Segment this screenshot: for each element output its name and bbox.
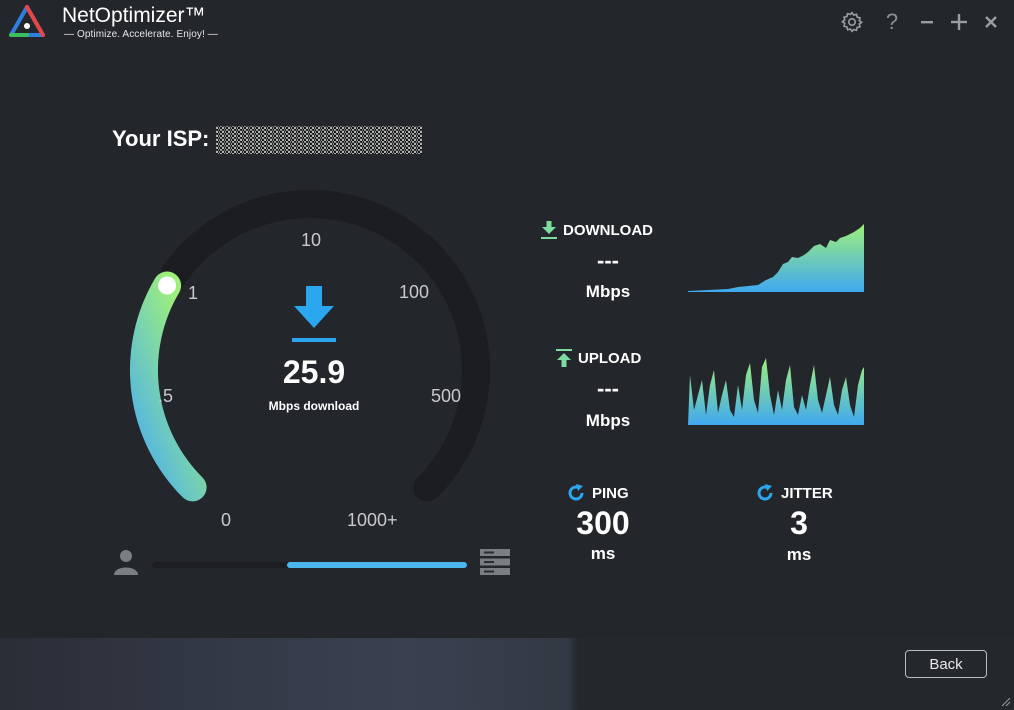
gauge-speed-value: 25.9 [282,354,346,390]
connection-progress-fill [287,562,467,568]
gauge-speed-unit: Mbps download [268,399,360,413]
background-image-strip [0,638,1014,710]
gear-icon [841,11,863,33]
resize-grip-icon[interactable] [1001,697,1011,707]
plus-icon [951,14,967,30]
gauge-tick-1: 1 [188,283,199,303]
ping-value: 300 [576,505,630,541]
app-tagline: — Optimize. Accelerate. Enjoy! — [64,29,218,40]
download-title-label: DOWNLOAD [563,221,653,239]
upload-value: --- [597,376,619,401]
ping-title: PING [566,483,629,503]
gauge-tick-100: 100 [399,282,430,302]
upload-title: UPLOAD [556,349,641,367]
gauge-tick-1000: 1000+ [347,510,398,530]
settings-button[interactable] [838,10,866,34]
jitter-title-label: JITTER [781,484,833,502]
jitter-unit: ms [786,545,812,564]
server-icon [480,549,510,575]
gauge-fill [130,271,207,502]
app-name: NetOptimizer™ [62,4,206,27]
jitter-value: 3 [790,505,808,541]
x-icon [985,16,997,28]
maximize-button[interactable] [947,10,971,34]
download-value: --- [597,248,619,273]
ping-title-label: PING [592,484,629,502]
gauge-knob [158,276,177,295]
upload-small-icon [556,349,572,367]
upload-unit: Mbps [585,411,631,430]
upload-sparkline [688,358,864,425]
app-logo-icon [9,5,45,37]
refresh-icon [757,484,773,501]
download-arrow-icon [292,286,336,342]
download-unit: Mbps [585,282,631,301]
upload-title-label: UPLOAD [578,349,642,367]
download-small-icon [541,221,557,239]
isp-label: Your ISP: [112,126,210,151]
gauge-tick-0.5: .5 [158,386,174,406]
isp-value-redacted: █████████████ [216,126,422,154]
help-button[interactable]: ? [885,9,899,34]
refresh-icon [568,484,584,501]
jitter-title: JITTER [755,483,833,503]
gauge-tick-10: 10 [301,230,322,250]
connection-progress [152,562,467,568]
download-sparkline [688,224,864,292]
minimize-button[interactable] [916,10,938,34]
download-title: DOWNLOAD [541,221,653,239]
user-icon [114,550,138,575]
gauge-tick-0: 0 [221,510,232,530]
ping-unit: ms [590,544,616,563]
minus-icon [921,21,933,24]
close-button[interactable] [980,10,1002,34]
back-button[interactable]: Back [905,650,987,678]
gauge-tick-500: 500 [431,386,462,406]
gauge-arc [130,190,490,502]
speed-gauge: 0 .5 1 10 100 500 1000+ [120,190,500,550]
